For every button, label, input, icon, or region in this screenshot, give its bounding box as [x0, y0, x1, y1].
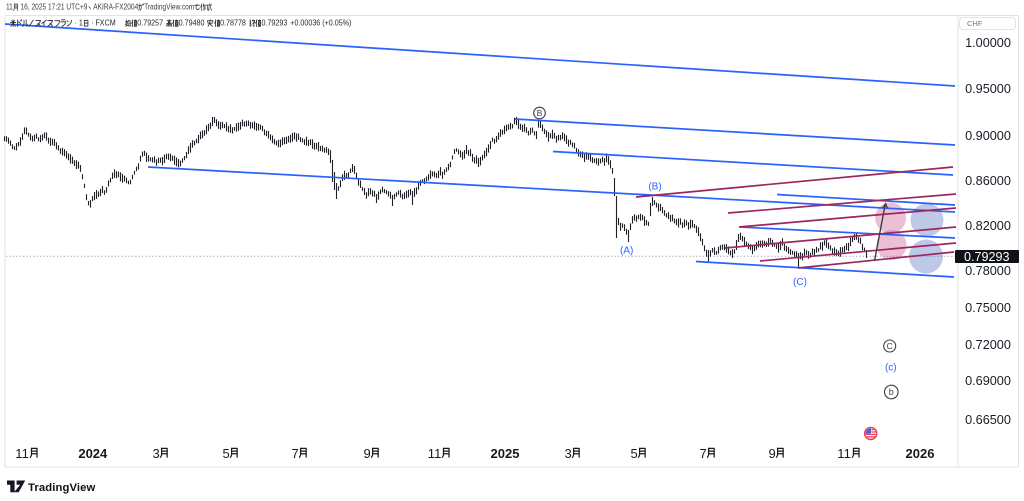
svg-text:(C): (C): [793, 277, 807, 288]
svg-text:(B): (B): [648, 181, 661, 192]
svg-text:(A): (A): [620, 245, 633, 256]
svg-text:B: B: [537, 108, 543, 118]
svg-text:(c): (c): [885, 362, 897, 373]
svg-text:b: b: [889, 387, 894, 397]
svg-text:C: C: [887, 341, 893, 351]
